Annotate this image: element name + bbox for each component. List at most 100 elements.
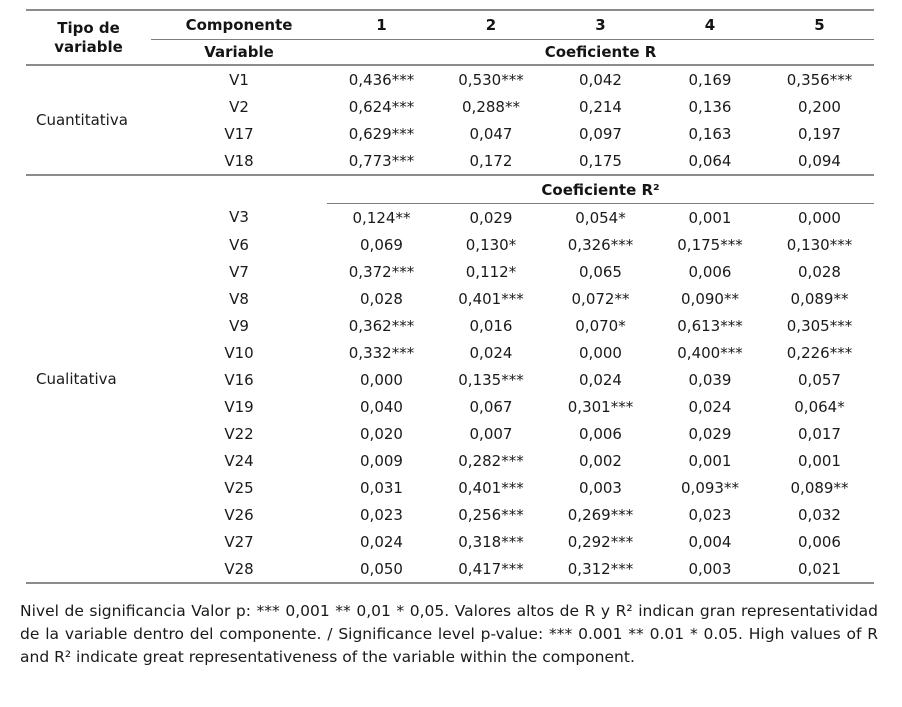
header-component-2: 2 bbox=[436, 10, 546, 40]
table-row: V24 0,009 0,282*** 0,002 0,001 0,001 bbox=[26, 447, 874, 474]
value-cell: 0,401*** bbox=[458, 478, 524, 497]
value-cell: 0,023 bbox=[360, 505, 403, 524]
table-row: V26 0,023 0,256*** 0,269*** 0,023 0,032 bbox=[26, 501, 874, 528]
value-cell: 0,282*** bbox=[458, 451, 524, 470]
value-cell: 0,028 bbox=[360, 289, 403, 308]
value-cell: 0,124** bbox=[352, 208, 411, 227]
header-type-of-variable: Tipo de variable bbox=[26, 10, 151, 66]
value-cell: 0,032 bbox=[798, 505, 841, 524]
value-cell: 0,047 bbox=[469, 124, 513, 143]
value-cell: 0,362*** bbox=[348, 316, 415, 335]
value-cell: 0,057 bbox=[798, 370, 841, 389]
value-cell: 0,000 bbox=[360, 370, 403, 389]
variable-cell: V10 bbox=[224, 343, 254, 362]
value-cell: 0,039 bbox=[688, 370, 732, 389]
value-cell: 0,288** bbox=[462, 97, 520, 116]
value-cell: 0,006 bbox=[688, 262, 732, 281]
table-header: Tipo de variable Componente 1 2 3 4 5 Va… bbox=[26, 10, 874, 66]
value-cell: 0,029 bbox=[688, 424, 732, 443]
table-row: V6 0,069 0,130* 0,326*** 0,175*** 0,130*** bbox=[26, 231, 874, 258]
variable-cell: V1 bbox=[229, 70, 249, 89]
variable-cell: V26 bbox=[224, 505, 254, 524]
variable-cell: V24 bbox=[224, 451, 254, 470]
coefficients-table: Tipo de variable Componente 1 2 3 4 5 Va… bbox=[26, 9, 874, 584]
value-cell: 0,065 bbox=[579, 262, 622, 281]
value-cell: 0,197 bbox=[798, 124, 841, 143]
table-row: V28 0,050 0,417*** 0,312*** 0,003 0,021 bbox=[26, 555, 874, 584]
variable-cell: V27 bbox=[224, 532, 254, 551]
value-cell: 0,028 bbox=[798, 262, 841, 281]
value-cell: 0,175*** bbox=[677, 235, 743, 254]
value-cell: 0,001 bbox=[688, 451, 732, 470]
table-row: Cuantitativa V1 0,436*** 0,530*** 0,042 0,169… bbox=[26, 65, 874, 176]
value-cell: 0,256*** bbox=[458, 505, 524, 524]
value-cell: 0,089** bbox=[790, 478, 849, 497]
value-cell: 0,436*** bbox=[348, 70, 415, 89]
table-row: V2 0,624*** 0,288** 0,214 0,136 0,200 bbox=[26, 93, 874, 120]
value-cell: 0,629*** bbox=[348, 124, 415, 143]
value-cell: 0,069 bbox=[360, 235, 403, 254]
variable-cell: V22 bbox=[224, 424, 254, 443]
value-cell: 0,001 bbox=[688, 208, 732, 227]
value-cell: 0,072** bbox=[571, 289, 630, 308]
variable-cell: V19 bbox=[224, 397, 254, 416]
variable-cell: V9 bbox=[229, 316, 249, 335]
significance-footnote: Nivel de significancia Valor p: *** 0,00… bbox=[20, 602, 878, 666]
value-cell: 0,004 bbox=[688, 532, 732, 551]
table-body: Cuantitativa V1 0,436*** 0,530*** 0,042 0,169… bbox=[26, 65, 874, 584]
value-cell: 0,003 bbox=[655, 555, 765, 584]
subheader-spacer-cell bbox=[151, 175, 327, 204]
variable-cell: V7 bbox=[229, 262, 249, 281]
value-cell: 0,172 bbox=[436, 147, 546, 176]
value-cell: 0,112* bbox=[465, 262, 517, 281]
value-cell: 0,301*** bbox=[567, 397, 634, 416]
table-row: V3 0,124** 0,029 0,054* 0,001 0,000 bbox=[26, 204, 874, 232]
value-cell: 0,175 bbox=[546, 147, 655, 176]
value-cell: 0,006 bbox=[579, 424, 622, 443]
value-cell: 0,023 bbox=[688, 505, 732, 524]
value-cell: 0,024 bbox=[360, 532, 403, 551]
value-cell: 0,326*** bbox=[567, 235, 634, 254]
value-cell: 0,401*** bbox=[458, 289, 524, 308]
value-cell: 0,040 bbox=[360, 397, 403, 416]
value-cell: 0,136 bbox=[688, 97, 732, 116]
value-cell: 0,024 bbox=[688, 397, 732, 416]
table-row: V25 0,031 0,401*** 0,003 0,093** 0,089** bbox=[26, 474, 874, 501]
value-cell: 0,002 bbox=[579, 451, 622, 470]
coef-subheader-row: Cualitativa Coeficiente R² bbox=[26, 175, 874, 584]
value-cell: 0,070* bbox=[575, 316, 626, 335]
table-row: V17 0,629*** 0,047 0,097 0,163 0,197 bbox=[26, 120, 874, 147]
variable-cell: V18 bbox=[151, 147, 327, 176]
value-cell: 0,009 bbox=[360, 451, 403, 470]
header-component-4: 4 bbox=[655, 10, 765, 40]
value-cell: 0,042 bbox=[579, 70, 622, 89]
value-cell: 0,064 bbox=[655, 147, 765, 176]
value-cell: 0,024 bbox=[469, 343, 513, 362]
value-cell: 0,305*** bbox=[786, 316, 853, 335]
value-cell: 0,200 bbox=[798, 97, 841, 116]
header-row-variable: Variable Coeficiente R bbox=[26, 39, 874, 66]
value-cell: 0,050 bbox=[327, 555, 436, 584]
variable-cell: V8 bbox=[229, 289, 249, 308]
table-row: V22 0,020 0,007 0,006 0,029 0,017 bbox=[26, 420, 874, 447]
header-component-5: 5 bbox=[765, 10, 874, 40]
value-cell: 0,226*** bbox=[786, 343, 853, 362]
variable-cell: V28 bbox=[151, 555, 327, 584]
value-cell: 0,093** bbox=[681, 478, 739, 497]
table-row: V27 0,024 0,318*** 0,292*** 0,004 0,006 bbox=[26, 528, 874, 555]
value-cell: 0,003 bbox=[579, 478, 622, 497]
value-cell: 0,000 bbox=[579, 343, 622, 362]
value-cell: 0,016 bbox=[469, 316, 513, 335]
table-row: V9 0,362*** 0,016 0,070* 0,613*** 0,305*** bbox=[26, 312, 874, 339]
header-row-components: Tipo de variable Componente 1 2 3 4 5 bbox=[26, 10, 874, 66]
value-cell: 0,332*** bbox=[348, 343, 415, 362]
value-cell: 0,064* bbox=[794, 397, 845, 416]
header-variable: Variable bbox=[151, 39, 327, 66]
value-cell: 0,094 bbox=[765, 147, 874, 176]
value-cell: 0,530*** bbox=[458, 70, 524, 89]
value-cell: 0,773*** bbox=[327, 147, 436, 176]
value-cell: 0,024 bbox=[579, 370, 622, 389]
value-cell: 0,624*** bbox=[348, 97, 415, 116]
variable-cell: V2 bbox=[229, 97, 249, 116]
table-row: V8 0,028 0,401*** 0,072** 0,090** 0,089** bbox=[26, 285, 874, 312]
